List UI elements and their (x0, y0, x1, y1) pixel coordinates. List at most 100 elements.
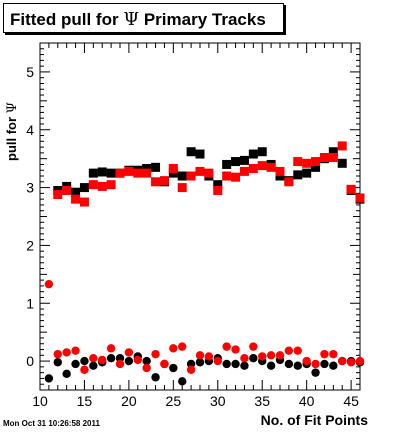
x-tick-label: 25 (166, 393, 182, 409)
data-point-circle (240, 353, 249, 363)
data-point-circle (195, 358, 205, 367)
data-point-circle (320, 359, 329, 369)
data-point-circle (320, 349, 329, 359)
data-point-square (62, 185, 72, 195)
data-point-square (88, 168, 98, 178)
data-point-square (222, 159, 232, 169)
data-point-square (257, 147, 267, 157)
data-point-square (186, 171, 196, 181)
data-point-circle (98, 355, 107, 365)
data-point-circle (231, 359, 240, 369)
data-point-square (106, 168, 116, 178)
data-point-circle (178, 377, 187, 386)
data-point-square (355, 193, 365, 203)
data-point-circle (124, 348, 134, 357)
data-point-square (151, 162, 161, 172)
y-tick-label: 2 (26, 237, 34, 253)
data-point-circle (293, 346, 302, 355)
data-point-square (79, 183, 89, 193)
plot-border (39, 42, 361, 391)
series-1 (53, 141, 365, 207)
data-point-square (151, 177, 161, 187)
chart-title-suffix: Primary Tracks (139, 10, 266, 29)
x-tick-label: 40 (299, 393, 315, 409)
data-point-circle (106, 344, 116, 353)
data-point-circle (186, 365, 196, 374)
data-point-circle (213, 356, 222, 366)
y-axis-label: pull for Ψ (2, 43, 22, 163)
data-point-circle (133, 355, 142, 365)
data-point-circle (160, 359, 169, 369)
x-tick-label: 15 (77, 393, 93, 409)
data-point-circle (115, 359, 125, 369)
data-point-square (177, 183, 187, 193)
y-axis-label-symbol: Ψ (5, 101, 20, 114)
data-point-circle (89, 353, 98, 363)
y-tick-label: 1 (26, 295, 34, 311)
data-point-square (88, 180, 98, 190)
data-point-square (222, 171, 232, 181)
x-axis-label: No. of Fit Points (260, 412, 368, 428)
data-point-square (239, 155, 249, 165)
data-point-square (142, 163, 152, 173)
data-point-circle (62, 369, 71, 379)
data-point-square (142, 168, 152, 178)
data-point-square (257, 161, 267, 171)
data-point-circle (266, 351, 276, 360)
series-3 (44, 279, 365, 374)
data-point-circle (311, 359, 320, 369)
data-point-circle (311, 368, 320, 377)
data-point-circle (258, 352, 267, 361)
data-point-square (133, 168, 143, 178)
timestamp: Mon Oct 31 10:26:58 2011 (3, 419, 100, 428)
x-tick-label: 10 (32, 393, 48, 409)
chart-title-prefix: Fitted pull for (10, 10, 124, 29)
chart-title-box: Fitted pull for Ψ Primary Tracks (3, 3, 284, 33)
data-point-circle (240, 361, 249, 370)
data-point-circle (355, 356, 365, 366)
data-point-square (71, 187, 81, 197)
data-point-square (337, 158, 347, 168)
chart-title-symbol: Ψ (123, 9, 140, 30)
data-point-square (177, 171, 187, 181)
data-point-circle (53, 358, 62, 367)
data-point-circle (178, 342, 187, 351)
data-point-square (79, 197, 89, 207)
x-tick-label: 35 (254, 393, 270, 409)
data-point-square (186, 147, 196, 157)
data-point-square (302, 168, 312, 178)
data-point-square (97, 181, 107, 191)
data-point-circle (329, 361, 338, 370)
y-tick-label: 4 (26, 122, 34, 138)
data-point-square (106, 180, 116, 190)
data-point-square (97, 167, 107, 177)
data-point-circle (302, 356, 311, 366)
data-point-circle (169, 344, 178, 353)
data-point-square (231, 157, 241, 167)
data-point-square (213, 185, 223, 195)
data-point-circle (80, 356, 89, 366)
y-axis-label-text: pull for (4, 113, 19, 161)
data-point-square (275, 166, 285, 176)
data-point-circle (106, 353, 116, 363)
data-point-square (302, 158, 312, 168)
data-point-circle (329, 349, 338, 359)
data-point-circle (338, 356, 347, 366)
data-point-circle (115, 353, 125, 363)
data-point-square (346, 184, 356, 194)
data-point-square (124, 166, 134, 176)
data-point-circle (89, 361, 98, 370)
y-tick-label: 0 (26, 353, 34, 369)
data-point-square (311, 162, 321, 172)
data-point-square (204, 168, 214, 178)
data-point-square (159, 176, 169, 186)
data-point-circle (293, 361, 302, 370)
data-point-square (248, 149, 258, 159)
data-point-circle (222, 359, 231, 369)
data-point-square (337, 141, 347, 151)
data-point-square (231, 172, 241, 182)
data-point-square (311, 157, 321, 167)
data-point-square (319, 153, 329, 163)
data-point-circle (62, 348, 71, 357)
